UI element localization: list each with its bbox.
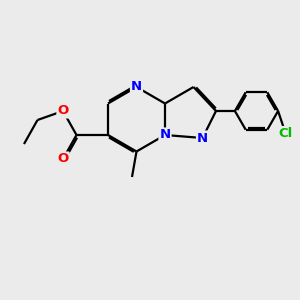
Text: Cl: Cl [278,127,293,140]
Text: N: N [131,80,142,94]
Text: N: N [159,128,171,142]
Text: O: O [57,152,69,166]
Text: O: O [57,104,69,118]
Text: N: N [197,131,208,145]
